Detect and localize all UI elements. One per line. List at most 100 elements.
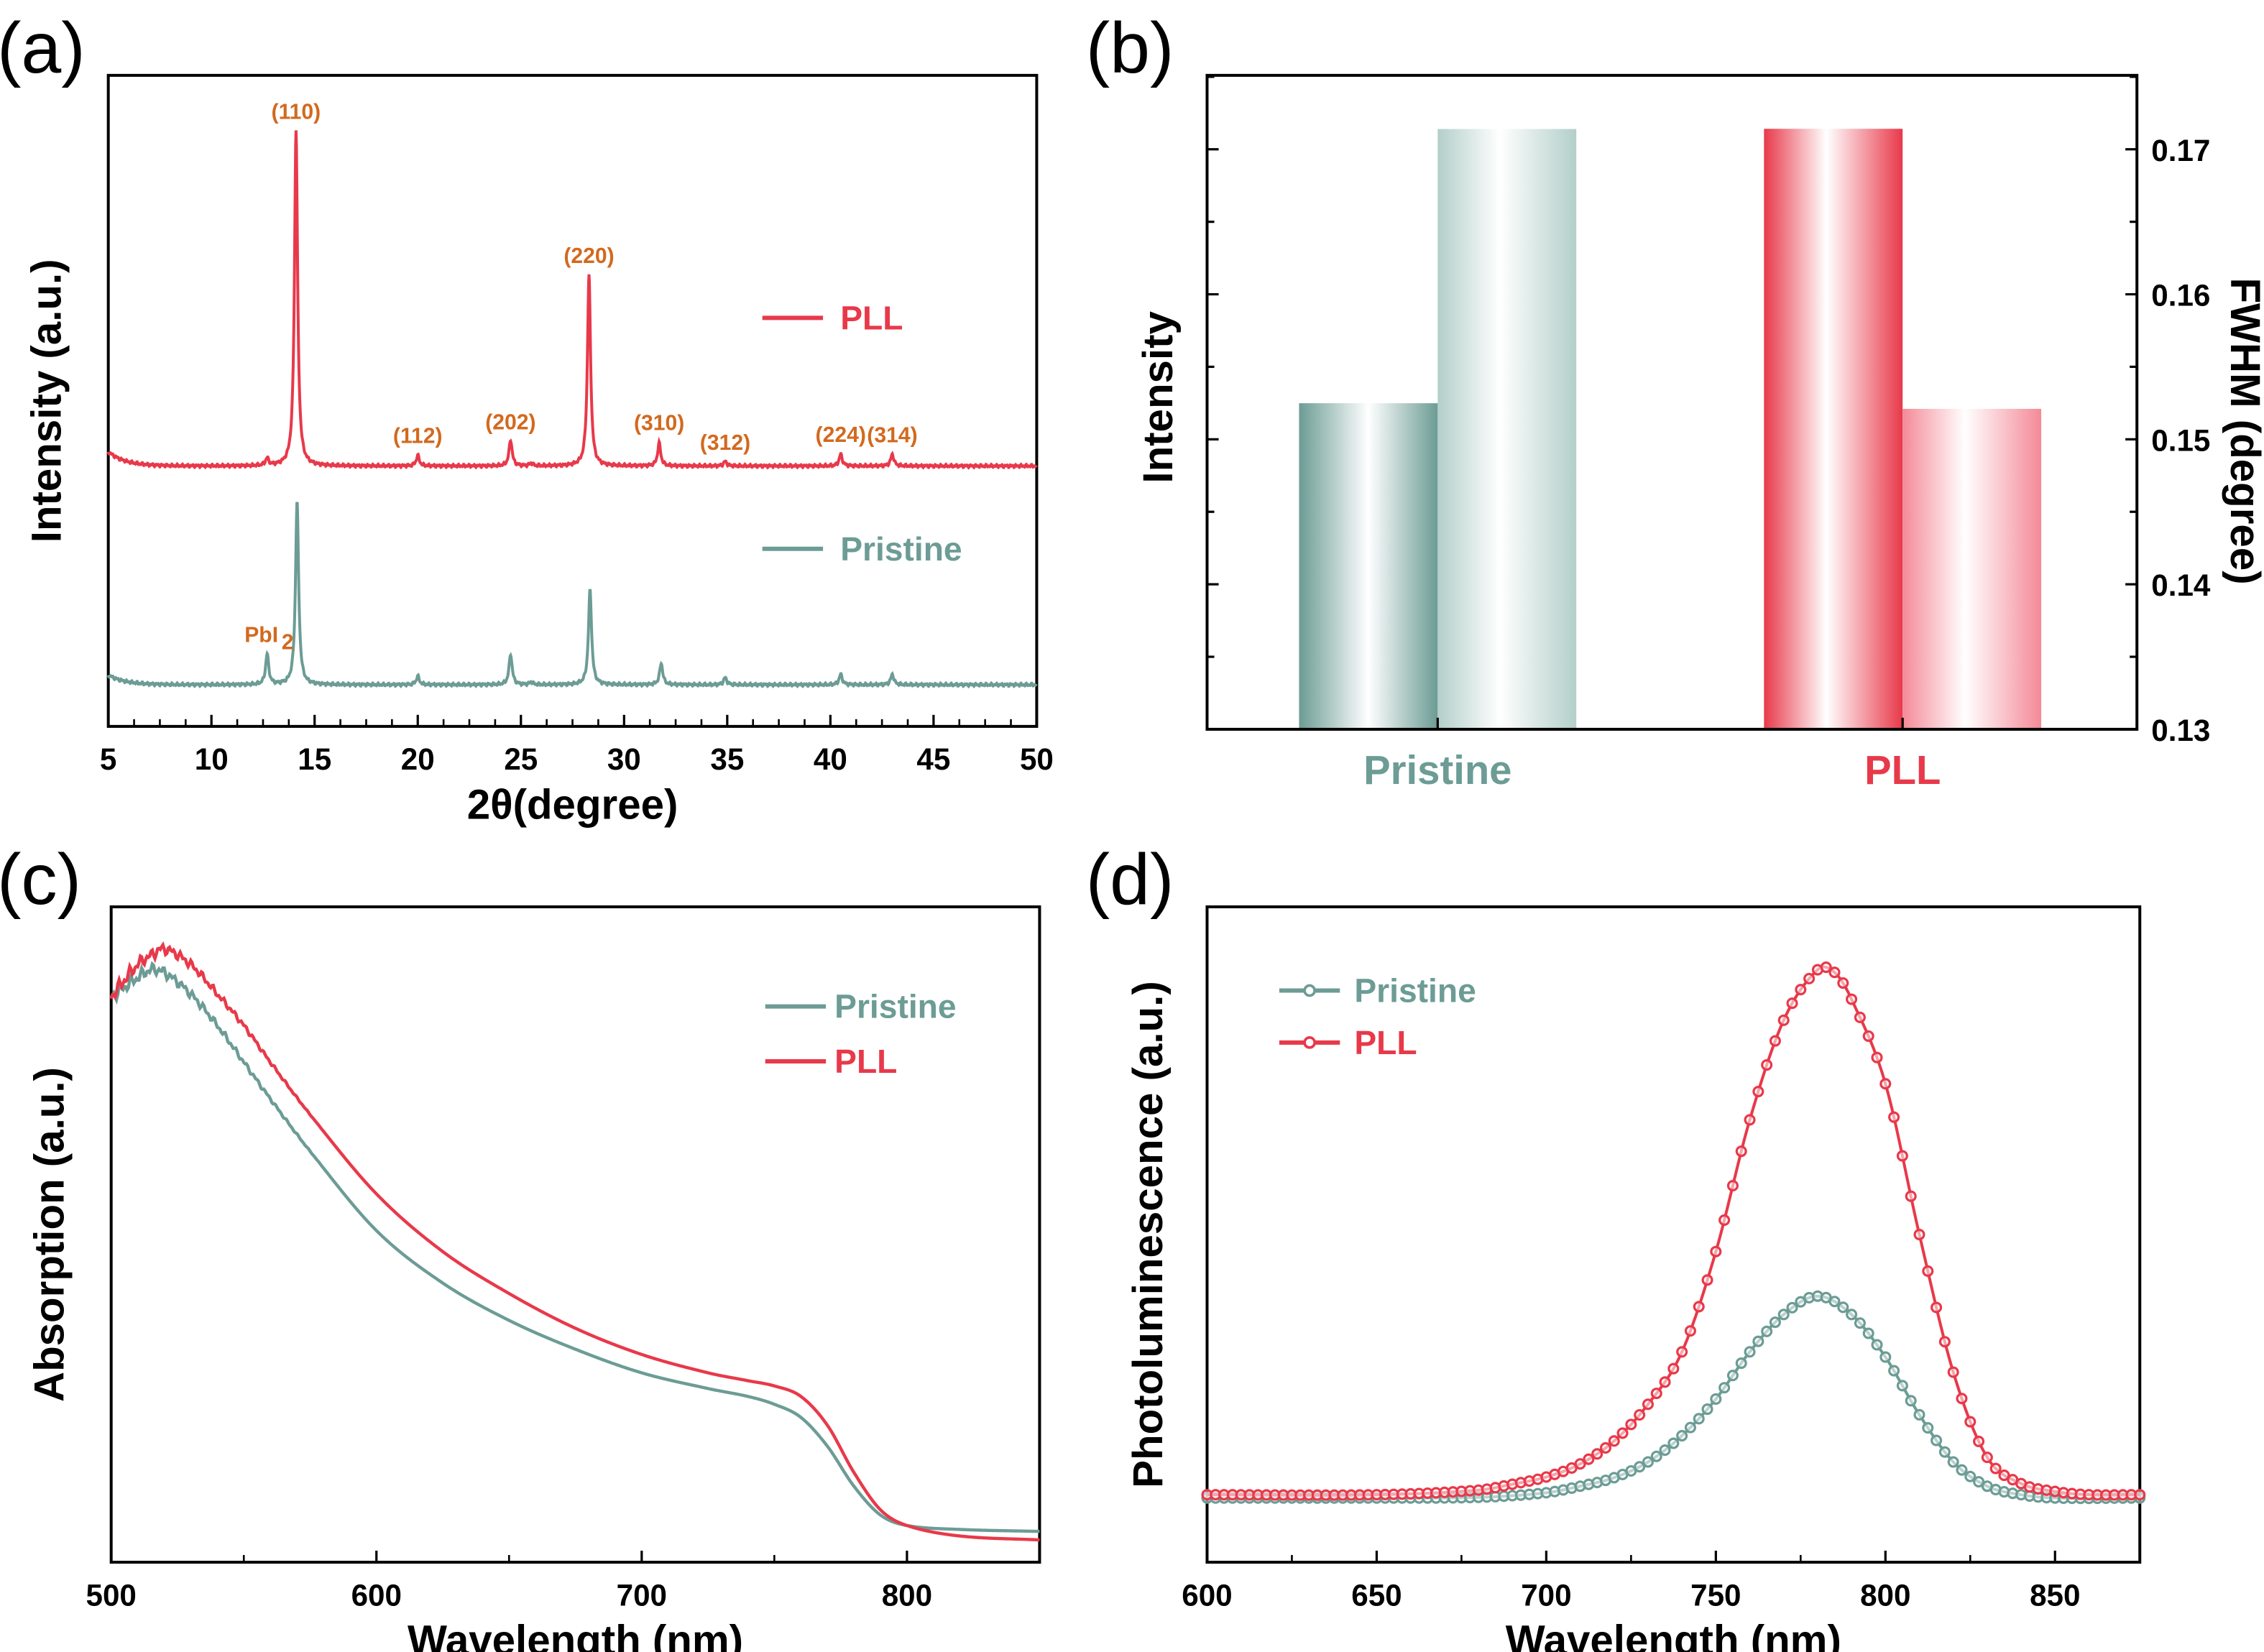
data-point-pll: [1981, 1452, 1993, 1464]
data-point-pll: [1879, 1078, 1892, 1090]
peak-label-subscript: 2: [282, 630, 294, 654]
data-point-pristine: [1642, 1456, 1654, 1468]
data-point-pll: [1718, 1214, 1731, 1226]
series-line-pll: [109, 941, 1040, 1542]
data-point-pll: [1667, 1362, 1680, 1375]
x-tick-label: 850: [2030, 1578, 2080, 1612]
right-tick-label: 0.14: [2151, 568, 2211, 602]
data-point-pll: [1625, 1418, 1637, 1431]
data-point-pristine: [1752, 1335, 1764, 1347]
data-point-pristine: [1837, 1301, 1849, 1314]
peak-label: (202): [485, 411, 535, 435]
data-point-pll: [2134, 1489, 2146, 1501]
x-tick-label: 700: [617, 1578, 667, 1612]
data-point-pll: [1591, 1448, 1603, 1460]
data-point-pll: [1744, 1114, 1756, 1126]
x-tick-label: 750: [1690, 1578, 1741, 1612]
data-point-pll: [1616, 1427, 1629, 1439]
peak-label: (110): [272, 100, 321, 124]
intensity-fwhm-bar-chart: Pristine PLL 0.13 0.14 0.15 0.16 0.17 Intensity…: [1135, 73, 2264, 793]
right-tick-label: 0.16: [2151, 279, 2210, 313]
plot-frame: [1205, 905, 2142, 1564]
data-point-pll: [1777, 1014, 1790, 1026]
x-tick-label: 40: [814, 742, 847, 776]
data-point-pristine: [1684, 1421, 1696, 1434]
x-tick-label: 700: [1521, 1578, 1571, 1612]
data-point-pll: [1973, 1435, 1985, 1448]
x-tick-label: 600: [1182, 1578, 1232, 1612]
x-tick-label: 15: [298, 742, 331, 776]
data-point-pll: [1795, 984, 1807, 996]
data-point-pristine: [1701, 1403, 1713, 1416]
data-point-pll: [1608, 1435, 1620, 1447]
data-point-pristine: [1905, 1395, 1917, 1407]
bar-pristine-intensity: [1299, 403, 1438, 729]
legend-label: PLL: [834, 1043, 897, 1080]
data-point-pristine: [1964, 1470, 1977, 1482]
data-point-pll: [1913, 1228, 1925, 1241]
data-point-pll: [1761, 1058, 1773, 1071]
data-point-pristine: [1956, 1464, 1968, 1476]
data-point-pristine: [1634, 1461, 1646, 1473]
data-point-pristine: [1854, 1317, 1866, 1329]
data-point-pll: [1735, 1145, 1747, 1158]
data-point-pll: [1583, 1453, 1595, 1465]
data-point-pristine: [1947, 1456, 1959, 1468]
data-point-pll: [1964, 1416, 1977, 1428]
data-point-pristine: [1667, 1437, 1680, 1449]
peak-label: PbI: [244, 623, 278, 647]
x-tick-label: 50: [1020, 742, 1054, 776]
data-point-pll: [1676, 1346, 1688, 1358]
xrd-chart: 5 10 15 20 25 30 35 40 45 50 2θ(degree) Intensity (…: [23, 73, 1054, 828]
data-point-pll: [1726, 1179, 1739, 1192]
right-tick-label: 0.13: [2151, 714, 2210, 747]
data-point-pll: [1650, 1388, 1662, 1400]
data-point-pristine: [1931, 1434, 1943, 1446]
right-tick-label: 0.15: [2151, 423, 2210, 457]
bar-pll-fwhm: [1902, 408, 2042, 729]
peak-label: (220): [563, 244, 614, 268]
x-tick-label: 650: [1351, 1578, 1402, 1612]
series-line-pll: [106, 130, 1038, 470]
legend-label: PLL: [840, 299, 903, 336]
x-tick-label: 600: [351, 1578, 402, 1612]
data-point-pll: [1693, 1301, 1705, 1313]
data-point-pristine: [1786, 1301, 1798, 1314]
data-point-pll: [1854, 1011, 1866, 1023]
legend-label: Pristine: [1354, 972, 1476, 1010]
data-point-pristine: [1718, 1382, 1731, 1394]
panel-label-c: (c): [0, 839, 81, 920]
data-point-pll: [1820, 961, 1832, 974]
y-axis-title: Photoluminescence (a.u.): [1125, 981, 1172, 1488]
panel-label-a: (a): [0, 8, 86, 88]
peak-label: (224): [816, 423, 866, 447]
data-point-pll: [1769, 1035, 1781, 1047]
data-point-pristine: [1938, 1446, 1951, 1458]
x-axis-title: Wavelength (nm): [408, 1618, 743, 1652]
x-tick-label: 10: [195, 742, 229, 776]
x-tick-label: 800: [882, 1578, 932, 1612]
data-point-pristine: [1659, 1444, 1671, 1457]
x-tick-label: 35: [710, 742, 744, 776]
data-point-pristine: [1744, 1346, 1756, 1358]
x-tick-label: 500: [86, 1578, 137, 1612]
series-line-pll: [1207, 965, 2140, 1497]
data-point-pll: [1871, 1051, 1883, 1063]
right-y-axis-title: FWHM (degree): [2222, 277, 2264, 584]
data-point-pristine: [1846, 1309, 1858, 1321]
data-point-pll: [1998, 1469, 2010, 1482]
absorption-chart: 500 600 700 800 Wavelength (nm) Absorption (a…: [26, 905, 1041, 1652]
right-tick-label: 0.17: [2151, 134, 2210, 167]
y-axis-title: Intensity (a.u.): [23, 259, 70, 543]
peak-label: (314): [867, 423, 917, 447]
panel-label-d: (d): [1086, 839, 1174, 920]
data-point-pristine: [1828, 1296, 1841, 1308]
data-point-pll: [1599, 1441, 1612, 1454]
data-point-pristine: [1879, 1351, 1892, 1363]
series-line-pristine: [109, 961, 1040, 1533]
data-point-pristine: [1777, 1309, 1790, 1321]
data-point-pristine: [1710, 1393, 1722, 1405]
data-point-pll: [1837, 977, 1849, 989]
bar-pristine-fwhm: [1437, 129, 1577, 729]
